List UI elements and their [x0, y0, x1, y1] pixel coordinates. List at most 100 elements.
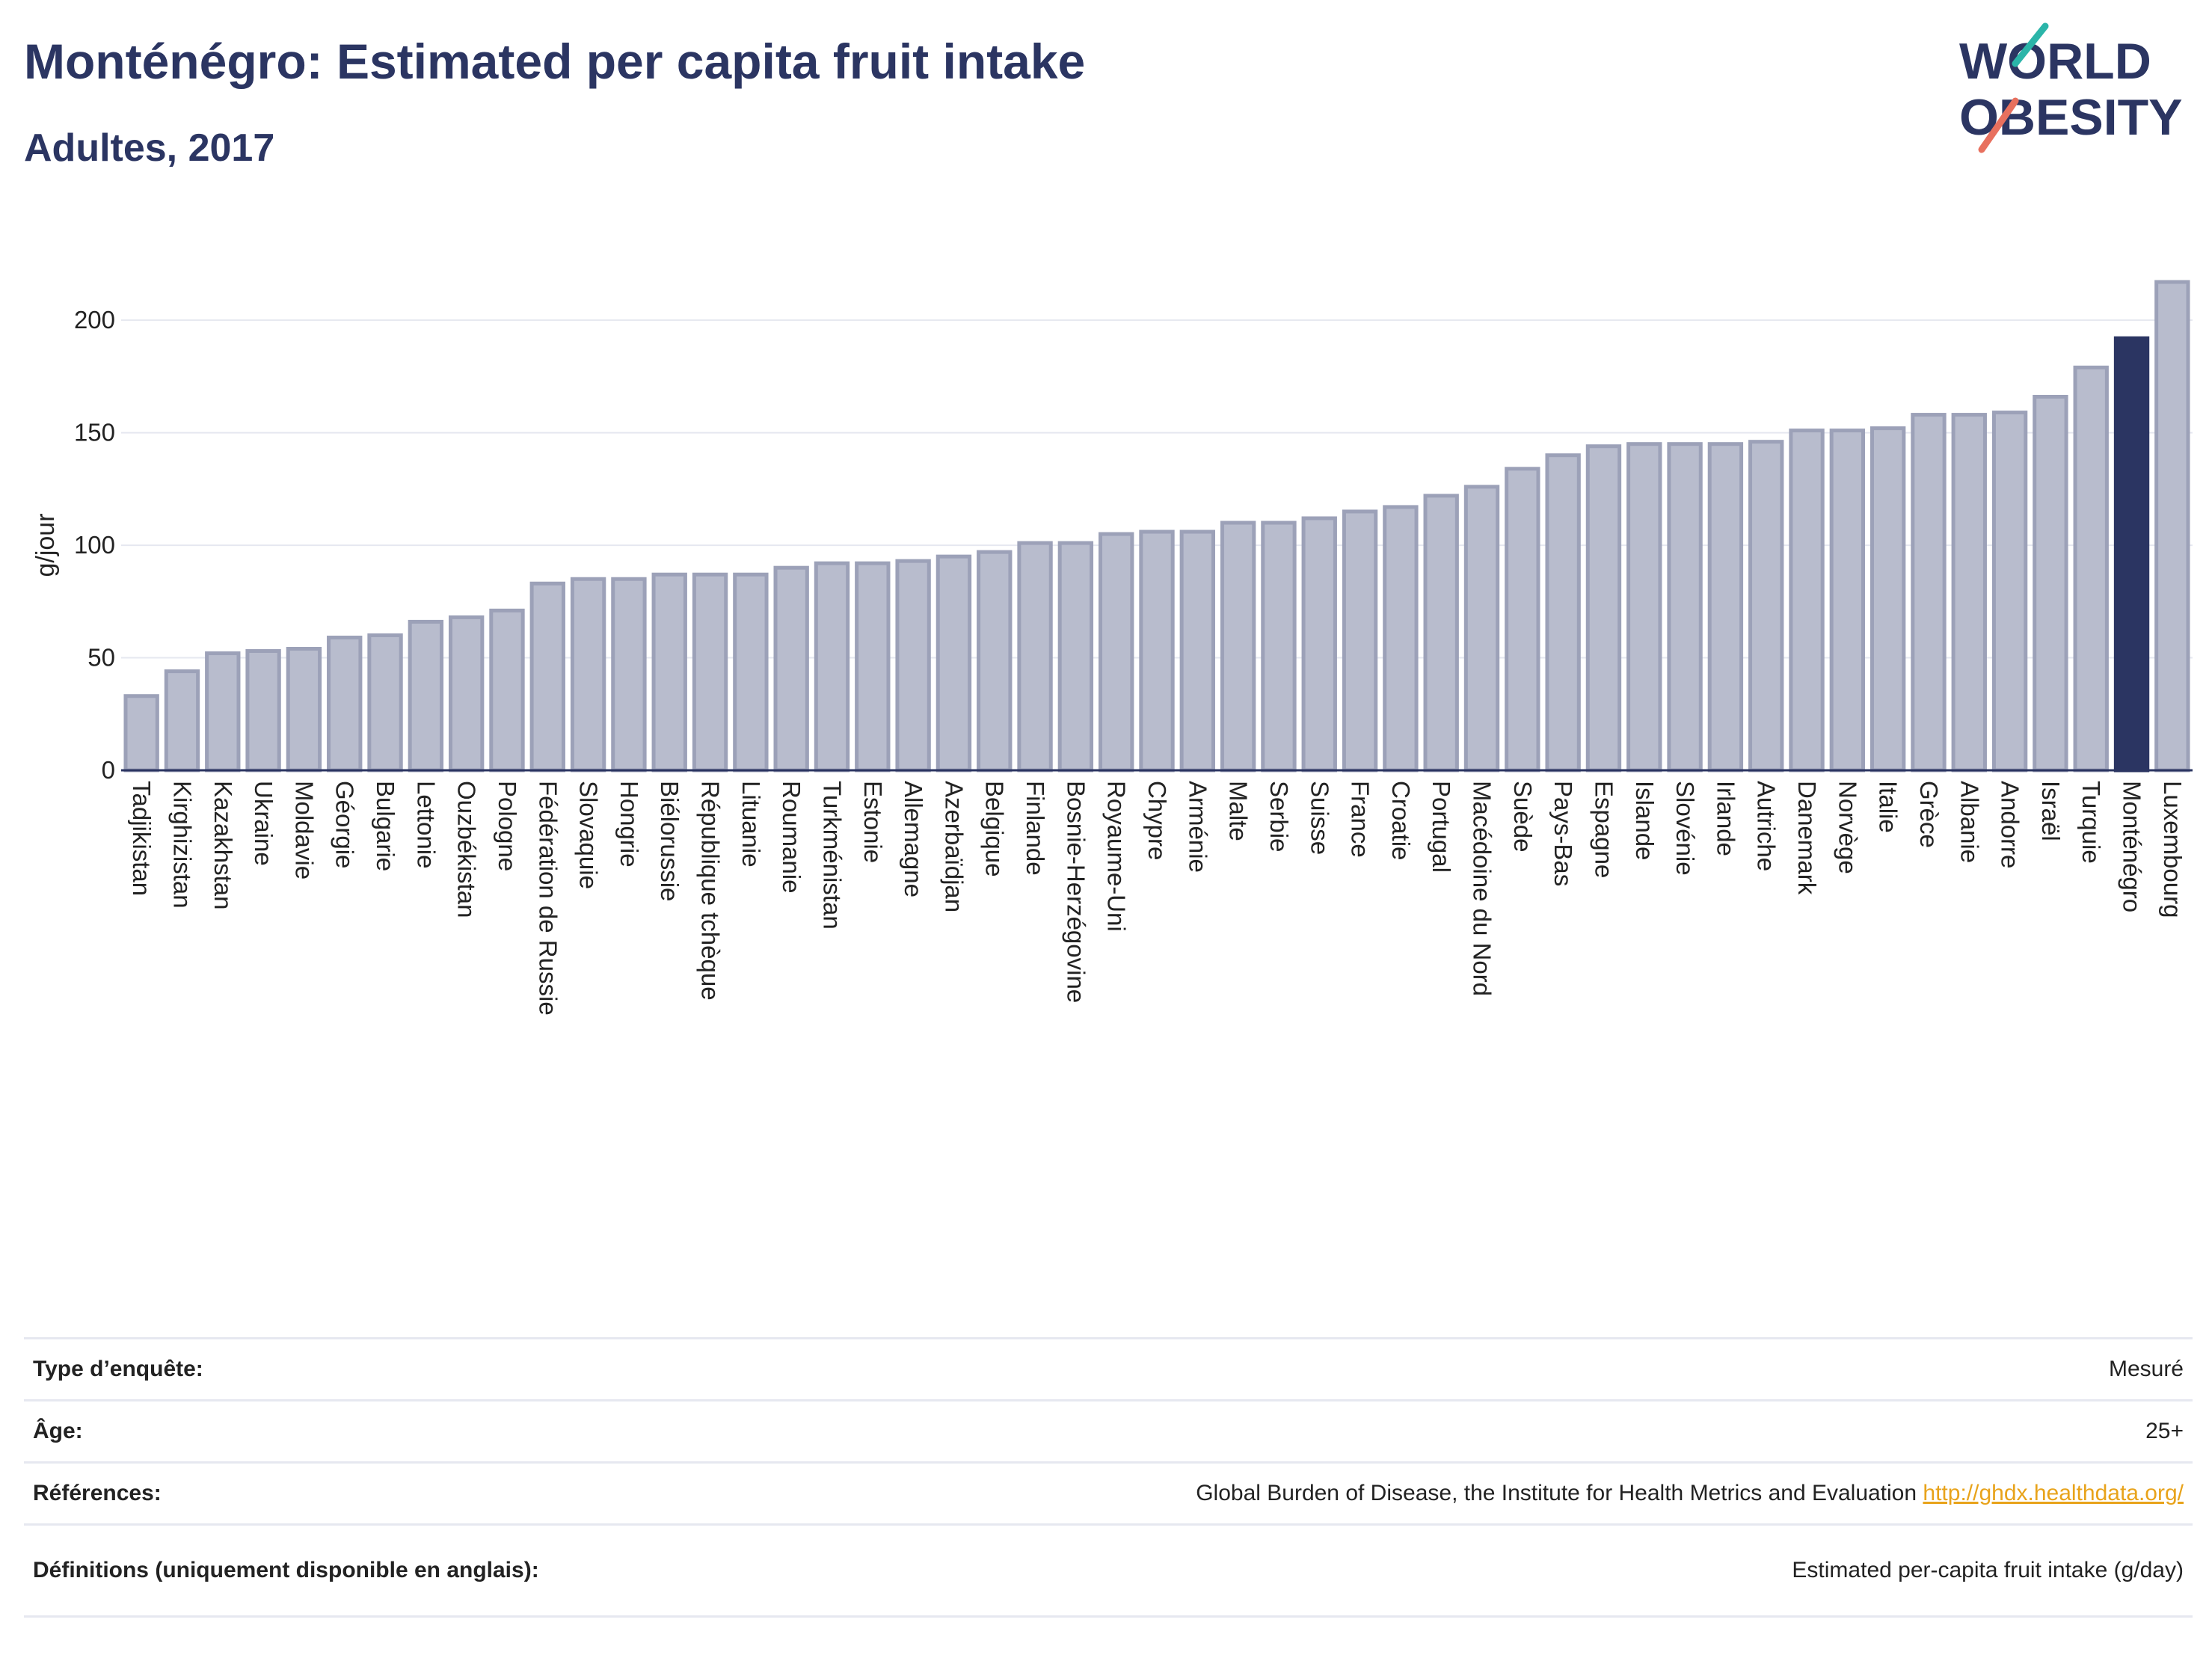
x-tick-label: Lituanie: [737, 781, 765, 868]
references-link[interactable]: http://ghdx.healthdata.org/: [1923, 1481, 2184, 1505]
x-tick-label: Andorre: [1997, 781, 2024, 868]
logo-line2: OBESITY: [1959, 89, 2183, 146]
x-tick-label: Espagne: [1590, 781, 1617, 878]
x-tick-label: Macédoine du Nord: [1469, 781, 1496, 996]
x-tick-label: Albanie: [1956, 781, 1983, 863]
x-tick-label: Serbie: [1265, 781, 1293, 852]
x-tick-label: Kazakhstan: [209, 781, 237, 909]
bar-29: [1261, 521, 1297, 773]
x-tick-label: Turkménistan: [818, 781, 846, 930]
x-tick-label: Autriche: [1753, 781, 1781, 871]
bar-4: [245, 649, 281, 773]
page-title: Monténégro: Estimated per capita fruit i…: [24, 34, 1086, 89]
x-tick-label: Ouzbékistan: [453, 781, 481, 918]
bar-50: [2113, 336, 2150, 773]
x-tick-label: Pologne: [494, 781, 521, 871]
x-tick-label: Islande: [1631, 781, 1659, 860]
x-tick-label: Monténégro: [2119, 781, 2146, 912]
info-row-references: Références: Global Burden of Disease, th…: [24, 1462, 2193, 1525]
bar-17: [773, 565, 809, 773]
x-tick-label: Italie: [1875, 781, 1902, 833]
x-tick-label: Suisse: [1306, 781, 1333, 855]
x-tick-label: Roumanie: [778, 781, 805, 893]
x-tick-label: Croatie: [1387, 781, 1415, 860]
bar-chart: 0 50 100 150 200 g/jour Tadjikistan Kirghizista…: [31, 280, 2193, 1016]
bar-30: [1301, 516, 1337, 773]
x-tick-label: Arménie: [1184, 781, 1211, 873]
bar-48: [2033, 394, 2068, 773]
bar-13: [611, 577, 647, 773]
bar-10: [489, 608, 525, 773]
x-tick-label: Turquie: [2077, 781, 2105, 864]
y-tick-label: 50: [87, 644, 115, 672]
x-tick-label: Bulgarie: [372, 781, 399, 871]
bar-23: [1017, 541, 1053, 773]
info-row-survey-type: Type d’enquête: Mesuré: [24, 1338, 2193, 1401]
x-tick-label: Allemagne: [900, 781, 927, 897]
x-tick-label: Norvège: [1834, 781, 1861, 874]
bar-19: [855, 561, 891, 773]
bar-24: [1057, 541, 1094, 773]
x-tick-label: Moldavie: [290, 781, 318, 879]
bar-45: [1911, 413, 1947, 773]
bar-38: [1626, 442, 1662, 773]
bar-14: [651, 572, 687, 773]
x-tick-label: Tadjikistan: [128, 781, 156, 896]
bar-39: [1667, 442, 1703, 773]
bar-3: [205, 651, 241, 773]
bar-2: [164, 669, 200, 773]
bar-40: [1707, 442, 1744, 773]
bar-32: [1383, 505, 1419, 773]
bar-12: [570, 577, 606, 773]
x-tick-label: Danemark: [1793, 781, 1821, 895]
x-tick-label: Biélorussie: [656, 781, 683, 901]
x-tick-label: Kirghizistan: [168, 781, 196, 909]
bar-27: [1179, 529, 1215, 773]
x-tick-label: Grèce: [1915, 781, 1943, 848]
bar-25: [1099, 532, 1134, 773]
world-obesity-logo: WORLD OBESITY: [1959, 22, 2183, 153]
x-tick-label: Slovénie: [1671, 781, 1699, 876]
references-text: Global Burden of Disease, the Institute …: [1196, 1481, 1917, 1505]
survey-type-label: Type d’enquête:: [33, 1357, 203, 1381]
x-tick-label: Azerbaïdjan: [940, 781, 968, 912]
y-axis-label: g/jour: [31, 513, 60, 577]
x-tick-label: Géorgie: [331, 781, 359, 868]
bar-18: [814, 561, 850, 773]
age-value: 25+: [2145, 1419, 2184, 1443]
bar-1: [123, 694, 159, 773]
info-row-definitions: Définitions (uniquement disponible en an…: [24, 1524, 2193, 1617]
x-tick-label: République tchèque: [697, 781, 725, 1001]
x-tick-label: Belgique: [981, 781, 1009, 876]
bar-22: [977, 550, 1013, 773]
references-label: Références:: [33, 1481, 162, 1505]
info-row-age: Âge: 25+: [24, 1400, 2193, 1463]
bar-6: [327, 635, 363, 773]
x-tick-label: Ukraine: [250, 781, 277, 866]
x-tick-label: Bosnie-Herzégovine: [1062, 781, 1090, 1003]
bar-49: [2073, 365, 2109, 773]
bar-47: [1991, 411, 2028, 773]
survey-type-value: Mesuré: [2108, 1357, 2184, 1381]
bar-31: [1342, 509, 1378, 773]
bar-37: [1585, 444, 1622, 773]
x-tick-label: Lettonie: [412, 781, 440, 868]
age-label: Âge:: [33, 1419, 83, 1443]
logo-line1: WORLD: [1959, 33, 2151, 90]
bar-20: [895, 559, 931, 773]
bar-11: [529, 581, 565, 773]
bar-34: [1463, 485, 1500, 773]
bar-51: [2154, 280, 2190, 773]
definitions-value: Estimated per-capita fruit intake (g/day…: [1792, 1558, 2184, 1582]
x-tick-label: Royaume-Uni: [1103, 781, 1131, 932]
bar-21: [936, 554, 972, 773]
y-tick-label: 150: [74, 419, 115, 446]
x-tick-label: Slovaquie: [575, 781, 603, 889]
x-tick-label: Hongrie: [615, 781, 643, 868]
x-tick-label: Fédération de Russie: [534, 781, 562, 1016]
x-tick-label: France: [1347, 781, 1374, 858]
bar-46: [1951, 413, 1987, 773]
bar-36: [1545, 453, 1581, 773]
page-subtitle: Adultes, 2017: [24, 126, 275, 170]
x-tick-label: Irlande: [1712, 781, 1739, 856]
